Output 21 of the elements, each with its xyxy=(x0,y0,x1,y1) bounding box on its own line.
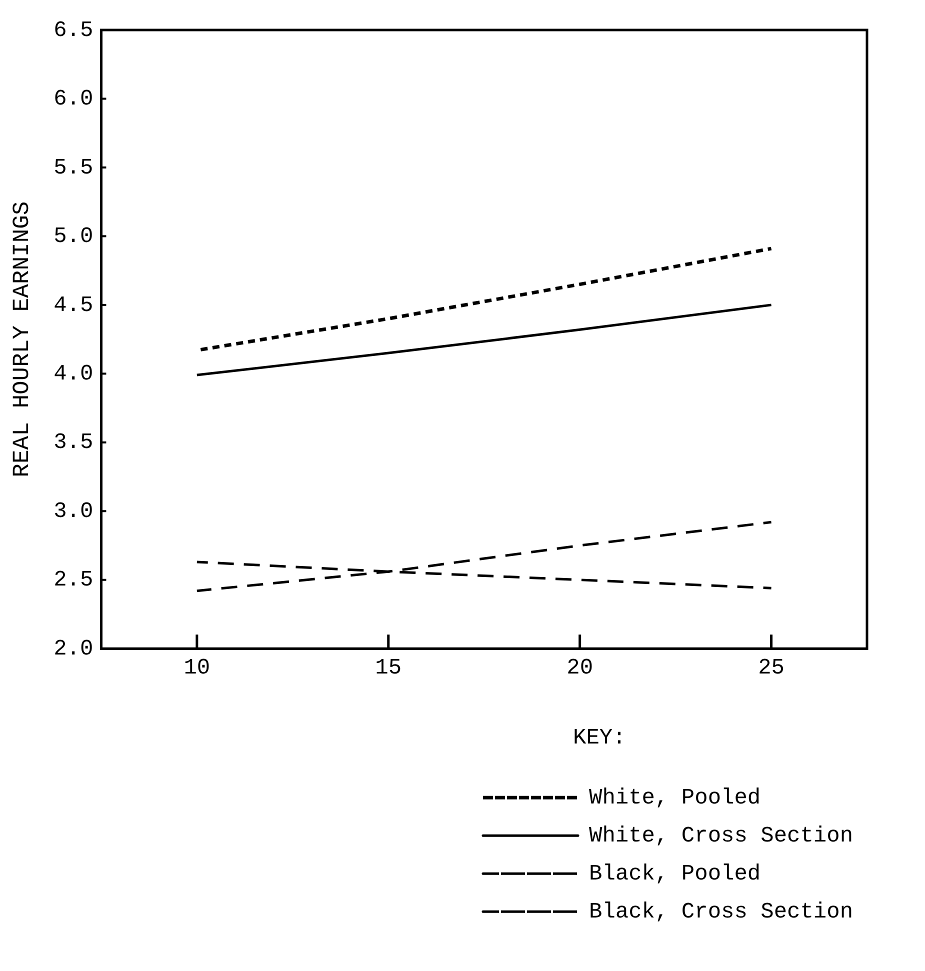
y-tick-label: 5.0 xyxy=(54,224,94,250)
x-tick-label: 25 xyxy=(758,656,784,681)
y-tick-label: 2.5 xyxy=(54,568,94,593)
legend-label: White, Pooled xyxy=(589,785,761,810)
legend-label: White, Cross Section xyxy=(589,823,854,848)
y-tick-label: 4.5 xyxy=(54,292,94,318)
y-tick-label: 2.0 xyxy=(54,636,94,662)
legend-label: Black, Pooled xyxy=(589,861,761,886)
y-tick-label: 3.0 xyxy=(54,498,94,524)
y-tick-label: 5.5 xyxy=(54,155,94,180)
y-tick-label: 4.0 xyxy=(54,361,94,386)
x-tick-label: 15 xyxy=(375,656,402,681)
x-tick-label: 10 xyxy=(184,656,210,681)
y-tick-label: 3.5 xyxy=(54,430,94,456)
line-series xyxy=(196,520,773,592)
legend-label: Black, Cross Section xyxy=(589,899,854,924)
x-tick-label: 20 xyxy=(566,656,594,681)
y-tick-label: 6.0 xyxy=(54,86,94,112)
y-axis-title: REAL HOURLY EARNINGS xyxy=(8,201,35,478)
y-tick-label: 6.5 xyxy=(54,18,94,43)
legend-title: KEY: xyxy=(573,725,626,750)
